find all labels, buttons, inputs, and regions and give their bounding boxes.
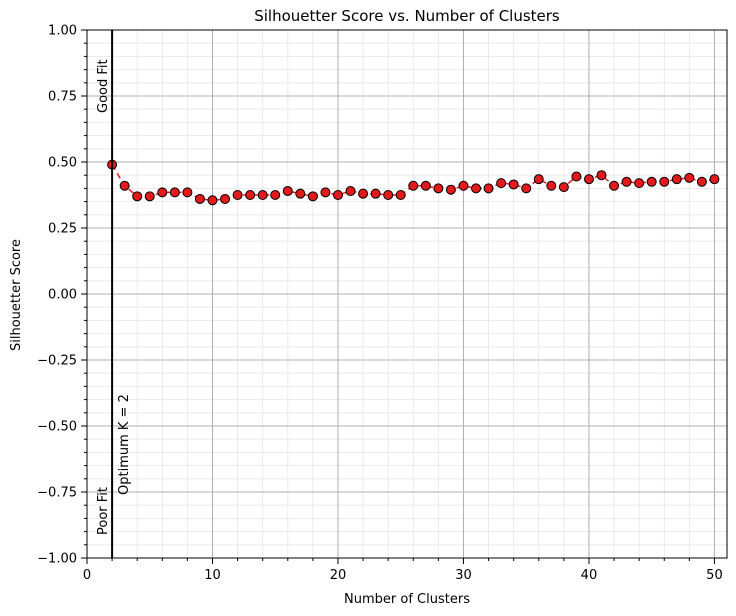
data-point — [508, 179, 519, 190]
data-point — [282, 186, 293, 197]
data-point — [671, 174, 682, 185]
data-point — [583, 174, 594, 185]
data-point — [646, 176, 657, 187]
y-tick-label: −0.50 — [37, 420, 77, 435]
data-point — [144, 191, 155, 202]
data-point — [496, 178, 507, 189]
data-point — [332, 190, 343, 200]
x-tick-label: 10 — [204, 568, 221, 583]
x-tick-label: 20 — [330, 568, 347, 583]
x-tick-label: 0 — [83, 568, 91, 583]
data-point — [395, 190, 406, 200]
data-point — [383, 190, 394, 200]
data-point — [621, 176, 632, 187]
data-point — [207, 195, 218, 206]
chart-title: Silhouetter Score vs. Number of Clusters — [254, 7, 560, 25]
major-grid — [86, 29, 727, 559]
data-point — [408, 180, 419, 191]
data-point — [533, 174, 544, 185]
y-tick-label: −0.25 — [37, 354, 77, 369]
y-tick-label: −0.75 — [37, 486, 77, 501]
y-tick-label: 0.00 — [48, 288, 77, 303]
data-point — [483, 183, 494, 194]
annotation-poor-fit: Poor Fit — [96, 487, 111, 535]
data-point — [684, 172, 695, 183]
data-point — [370, 188, 381, 199]
data-point — [546, 180, 557, 191]
data-point — [458, 180, 469, 191]
data-point — [445, 184, 456, 195]
data-point — [257, 190, 268, 200]
axis-ticks: 0 10 20 30 40 50 −1.00 −0.75 −0.50 −0.25 0.00 0.25 0… — [37, 24, 723, 584]
data-point — [194, 193, 205, 204]
y-tick-label: 1.00 — [48, 24, 77, 39]
data-point — [420, 180, 431, 191]
data-point — [182, 187, 193, 198]
data-point — [659, 176, 670, 187]
data-point — [609, 180, 620, 191]
data-point — [558, 182, 569, 193]
x-axis-label: Number of Clusters — [344, 592, 470, 607]
data-point — [358, 188, 369, 199]
data-point — [521, 183, 532, 194]
data-point — [709, 174, 720, 185]
annotation-optimum-k: Optimum K = 2 — [117, 394, 132, 495]
data-point — [232, 190, 243, 200]
y-tick-label: 0.25 — [48, 222, 77, 237]
y-tick-label: −1.00 — [37, 552, 77, 567]
x-tick-label: 30 — [455, 568, 472, 583]
y-axis-label: Silhouetter Score — [9, 239, 24, 351]
data-point — [307, 191, 318, 202]
data-point — [220, 193, 231, 204]
data-point — [571, 171, 582, 182]
annotation-good-fit: Good Fit — [96, 59, 111, 113]
x-tick-label: 50 — [706, 568, 723, 583]
data-point — [132, 191, 143, 202]
data-point — [696, 176, 707, 187]
y-tick-label: 0.75 — [48, 90, 77, 105]
y-tick-label: 0.50 — [48, 156, 77, 171]
data-point — [596, 170, 607, 181]
data-point — [169, 187, 180, 198]
data-point — [119, 180, 130, 191]
data-point — [320, 187, 331, 198]
x-tick-label: 40 — [581, 568, 598, 583]
data-point — [270, 190, 281, 200]
series-group — [107, 159, 720, 206]
data-point — [433, 183, 444, 194]
data-point — [157, 187, 168, 198]
data-point — [295, 188, 306, 199]
data-point — [345, 186, 356, 197]
data-point — [245, 190, 256, 200]
data-point — [634, 178, 645, 189]
data-point — [471, 183, 482, 194]
